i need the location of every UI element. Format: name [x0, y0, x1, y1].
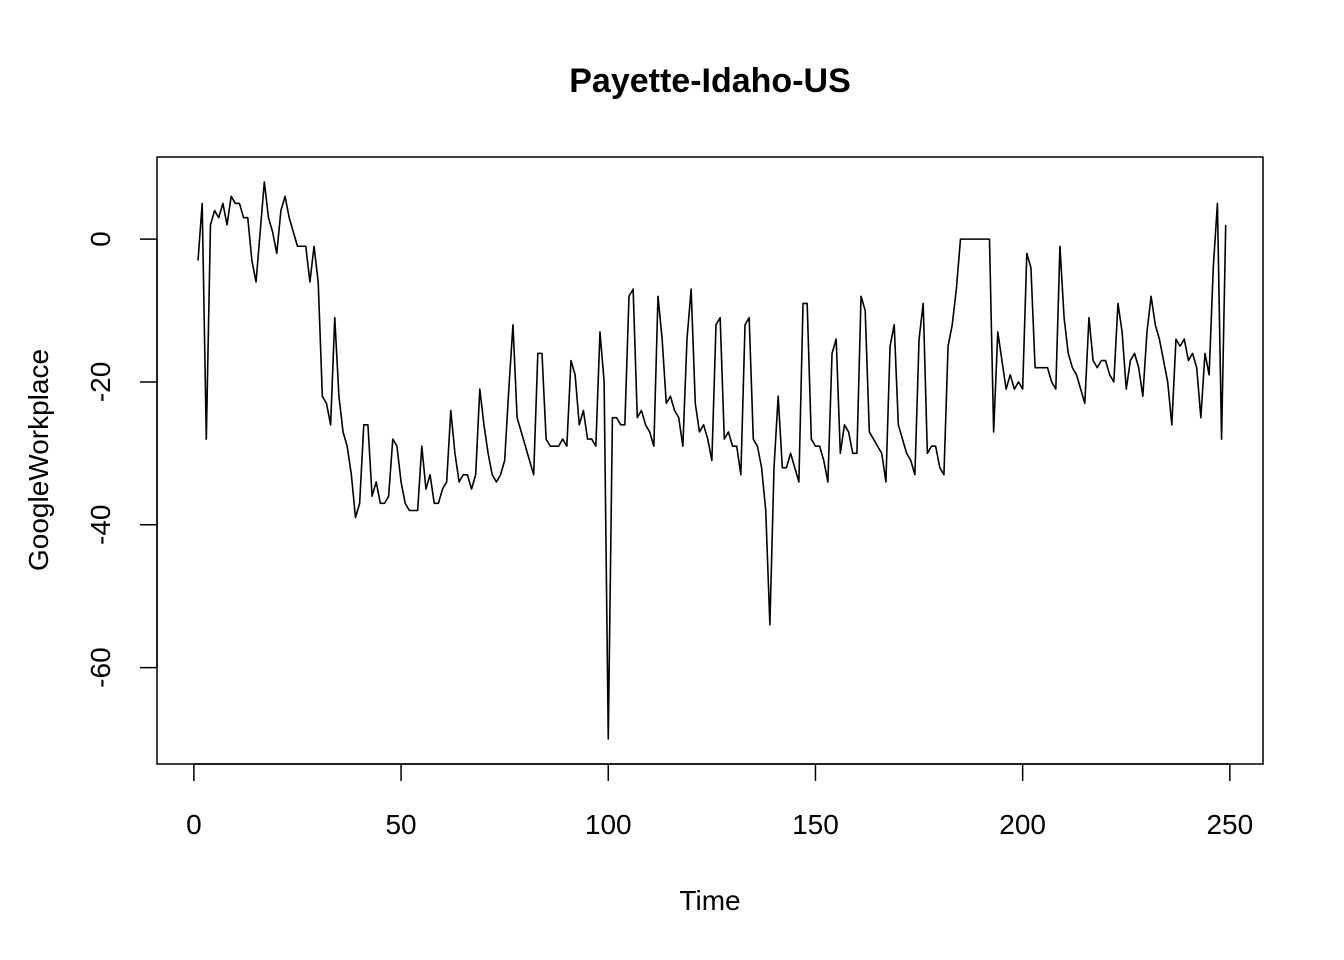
- y-axis: 0 -20 -40 -60: [85, 231, 158, 688]
- y-tick-label: -20: [85, 362, 116, 402]
- plot-frame: [156, 156, 1264, 765]
- chart-title: Payette-Idaho-US: [569, 62, 851, 100]
- x-tick-label: 150: [792, 809, 839, 840]
- series-line: [197, 181, 1227, 740]
- x-axis: 0 50 100 150 200 250: [186, 763, 1253, 840]
- x-tick-label: 250: [1206, 809, 1253, 840]
- y-tick-label: -60: [85, 647, 116, 687]
- x-tick-label: 0: [186, 809, 202, 840]
- x-axis-label: Time: [679, 885, 740, 916]
- x-tick-label: 200: [999, 809, 1046, 840]
- y-axis-label: GoogleWorkplace: [23, 349, 54, 571]
- y-tick-label: -40: [85, 505, 116, 545]
- x-tick-label: 100: [585, 809, 632, 840]
- x-tick-label: 50: [385, 809, 416, 840]
- y-tick-label: 0: [85, 231, 116, 247]
